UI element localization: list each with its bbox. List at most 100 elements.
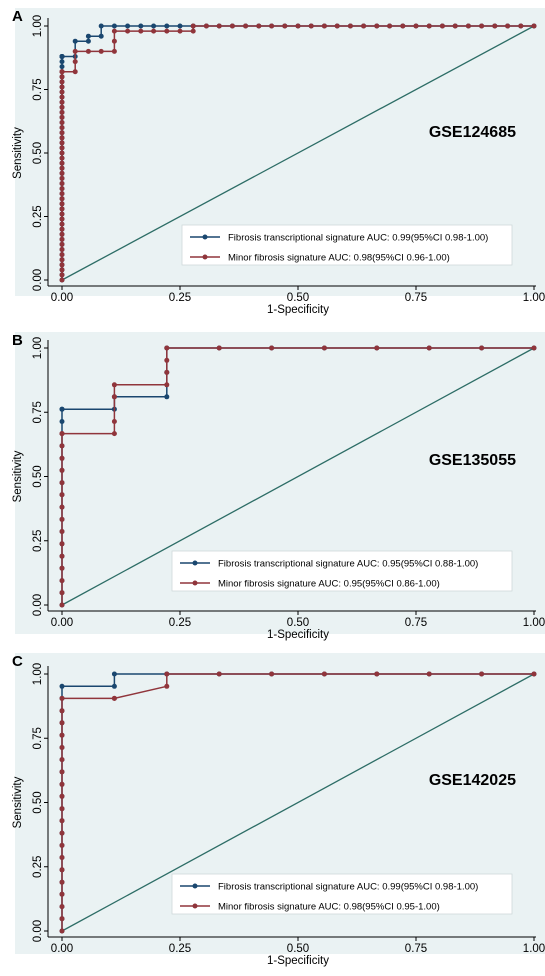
legend-entry: Fibrosis transcriptional signature AUC: … xyxy=(218,559,478,570)
series-point-1 xyxy=(531,671,537,677)
series-point-1 xyxy=(59,186,65,192)
panel-letter: C xyxy=(12,653,23,670)
series-point-1 xyxy=(531,23,537,29)
series-point-1 xyxy=(426,671,432,677)
series-point-1 xyxy=(59,262,65,268)
series-point-1 xyxy=(111,419,117,424)
series-point-1 xyxy=(59,757,65,763)
series-point-1 xyxy=(59,480,65,486)
chart-panel-c: C 0.00 0.00 0.25 0.25 0.50 0.50 0.75 0.75 1.00 1.0… xyxy=(12,653,545,967)
series-point-1 xyxy=(426,345,432,351)
y-tick-label: 0.00 xyxy=(32,269,44,291)
series-point-1 xyxy=(216,345,222,351)
series-point-1 xyxy=(59,504,65,510)
series-point-0 xyxy=(85,33,91,39)
y-tick-label: 0.25 xyxy=(32,530,44,552)
series-point-1 xyxy=(59,602,65,608)
series-point-1 xyxy=(59,226,65,232)
series-point-1 xyxy=(59,140,65,146)
series-point-0 xyxy=(111,683,117,689)
series-point-1 xyxy=(111,431,117,437)
y-axis-title: Sensitivity xyxy=(12,776,24,828)
series-point-1 xyxy=(59,94,65,100)
legend-box xyxy=(181,224,513,266)
series-point-1 xyxy=(59,231,65,237)
series-point-1 xyxy=(111,695,117,701)
series-point-1 xyxy=(59,916,65,922)
x-tick-label: 0.50 xyxy=(287,943,309,955)
y-tick-label: 0.50 xyxy=(32,465,44,487)
series-point-0 xyxy=(111,23,117,29)
series-point-0 xyxy=(98,33,104,39)
legend-swatch-marker xyxy=(202,234,208,240)
series-point-1 xyxy=(59,806,65,812)
series-point-1 xyxy=(111,28,117,34)
series-point-0 xyxy=(177,23,183,29)
series-point-1 xyxy=(59,114,65,120)
x-tick-label: 0.00 xyxy=(51,617,73,629)
series-point-1 xyxy=(59,793,65,799)
series-point-1 xyxy=(216,23,222,29)
x-tick-label: 0.00 xyxy=(51,943,73,955)
x-tick-label: 1.00 xyxy=(523,617,545,629)
series-point-1 xyxy=(59,84,65,90)
series-point-1 xyxy=(59,201,65,207)
series-point-0 xyxy=(151,23,157,29)
series-point-1 xyxy=(138,28,144,34)
y-tick-label: 0.75 xyxy=(32,78,44,100)
dataset-label: GSE135055 xyxy=(429,452,516,469)
series-point-0 xyxy=(59,406,65,412)
x-tick-label: 0.75 xyxy=(405,943,427,955)
series-point-1 xyxy=(59,170,65,176)
legend: Fibrosis transcriptional signature AUC: … xyxy=(181,224,513,266)
legend: Fibrosis transcriptional signature AUC: … xyxy=(171,550,513,592)
series-point-1 xyxy=(439,23,445,29)
series-point-1 xyxy=(334,23,340,29)
series-point-1 xyxy=(59,165,65,171)
x-tick-label: 0.50 xyxy=(287,292,309,304)
y-tick-label: 0.25 xyxy=(32,856,44,878)
series-point-1 xyxy=(59,69,65,75)
series-point-1 xyxy=(59,211,65,217)
series-point-1 xyxy=(347,23,353,29)
series-point-0 xyxy=(138,23,144,29)
series-point-1 xyxy=(361,23,367,29)
series-point-1 xyxy=(59,109,65,115)
series-point-1 xyxy=(59,830,65,836)
x-axis-title: 1-Specificity xyxy=(267,304,329,316)
series-point-1 xyxy=(59,516,65,522)
series-point-1 xyxy=(400,23,406,29)
series-point-1 xyxy=(229,23,235,29)
series-point-1 xyxy=(59,206,65,212)
series-point-0 xyxy=(59,419,65,424)
series-point-1 xyxy=(531,345,537,351)
chart-panel-b: B 0.00 0.00 0.25 0.25 0.50 0.50 0.75 0.75 1.00 1.0… xyxy=(12,332,545,641)
series-point-1 xyxy=(59,79,65,85)
series-point-1 xyxy=(492,23,498,29)
series-point-1 xyxy=(59,879,65,885)
series-point-1 xyxy=(59,216,65,222)
series-point-1 xyxy=(59,221,65,227)
legend-swatch-marker xyxy=(192,883,198,889)
series-point-1 xyxy=(164,683,170,689)
series-point-1 xyxy=(59,196,65,202)
x-tick-label: 0.00 xyxy=(51,292,73,304)
series-point-1 xyxy=(59,769,65,775)
series-point-1 xyxy=(308,23,314,29)
series-point-1 xyxy=(269,23,275,29)
series-point-1 xyxy=(321,671,327,677)
series-point-1 xyxy=(59,904,65,910)
y-tick-label: 0.00 xyxy=(32,920,44,942)
series-point-1 xyxy=(111,38,117,44)
series-point-1 xyxy=(59,155,65,161)
x-axis-title: 1-Specificity xyxy=(267,955,329,967)
series-point-1 xyxy=(125,28,131,34)
legend-swatch-marker xyxy=(192,903,198,909)
series-point-1 xyxy=(59,175,65,181)
series-point-0 xyxy=(98,23,104,29)
series-point-1 xyxy=(72,59,78,65)
y-tick-label: 0.50 xyxy=(32,791,44,813)
series-point-1 xyxy=(59,160,65,166)
x-tick-label: 0.50 xyxy=(287,617,309,629)
